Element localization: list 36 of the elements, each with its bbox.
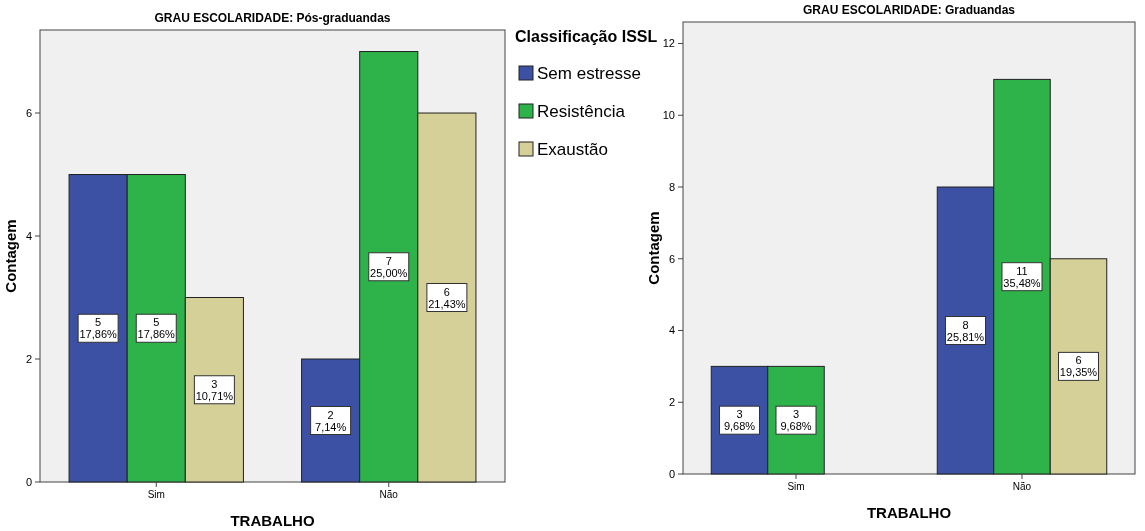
data-label: 3 9,68% <box>723 408 756 433</box>
y-axis-title: Contagem <box>2 219 19 293</box>
legend-label: Sem estresse <box>537 64 641 83</box>
y-tick-label: 4 <box>668 324 675 337</box>
y-tick-label: 8 <box>668 180 675 193</box>
y-tick-label: 10 <box>662 109 675 122</box>
data-label: 5 17,86% <box>79 316 117 341</box>
x-axis-title: TRABALHO <box>866 504 952 521</box>
data-label: 7 25,00% <box>370 254 408 279</box>
y-axis-title: Contagem <box>645 211 662 285</box>
data-label: 6 19,35% <box>1059 354 1098 379</box>
x-tick-label: Não <box>379 489 399 500</box>
chart-title: GRAU ESCOLARIDADE: Graduandas <box>802 3 1016 17</box>
data-label: 2 7,14% <box>315 408 347 433</box>
y-tick-label: 4 <box>25 229 32 242</box>
data-label: 3 10,71% <box>195 377 234 402</box>
x-axis-title: TRABALHO <box>230 512 315 529</box>
data-label: 3 9,68% <box>780 408 812 433</box>
y-tick-label: 12 <box>662 37 675 50</box>
data-label: 8 25,81% <box>946 318 985 343</box>
y-tick-label: 6 <box>25 106 32 119</box>
y-tick-label: 2 <box>668 396 675 409</box>
data-label: 5 17,86% <box>137 316 176 341</box>
legend-title: Classificação ISSL <box>515 28 658 45</box>
x-tick-label: Sim <box>787 481 805 492</box>
y-tick-label: 6 <box>668 252 675 265</box>
chart-title: GRAU ESCOLARIDADE: Pós-graduandas <box>154 11 391 25</box>
y-tick-label: 0 <box>25 475 32 488</box>
legend-label: Exaustão <box>537 140 608 159</box>
x-tick-label: Sim <box>147 489 165 500</box>
data-label: 6 21,43% <box>428 285 466 310</box>
y-tick-label: 0 <box>668 467 675 480</box>
data-label: 11 35,48% <box>1003 264 1041 289</box>
x-tick-label: Não <box>1012 481 1032 492</box>
y-tick-label: 2 <box>25 352 32 365</box>
legend-label: Resistência <box>537 102 626 121</box>
